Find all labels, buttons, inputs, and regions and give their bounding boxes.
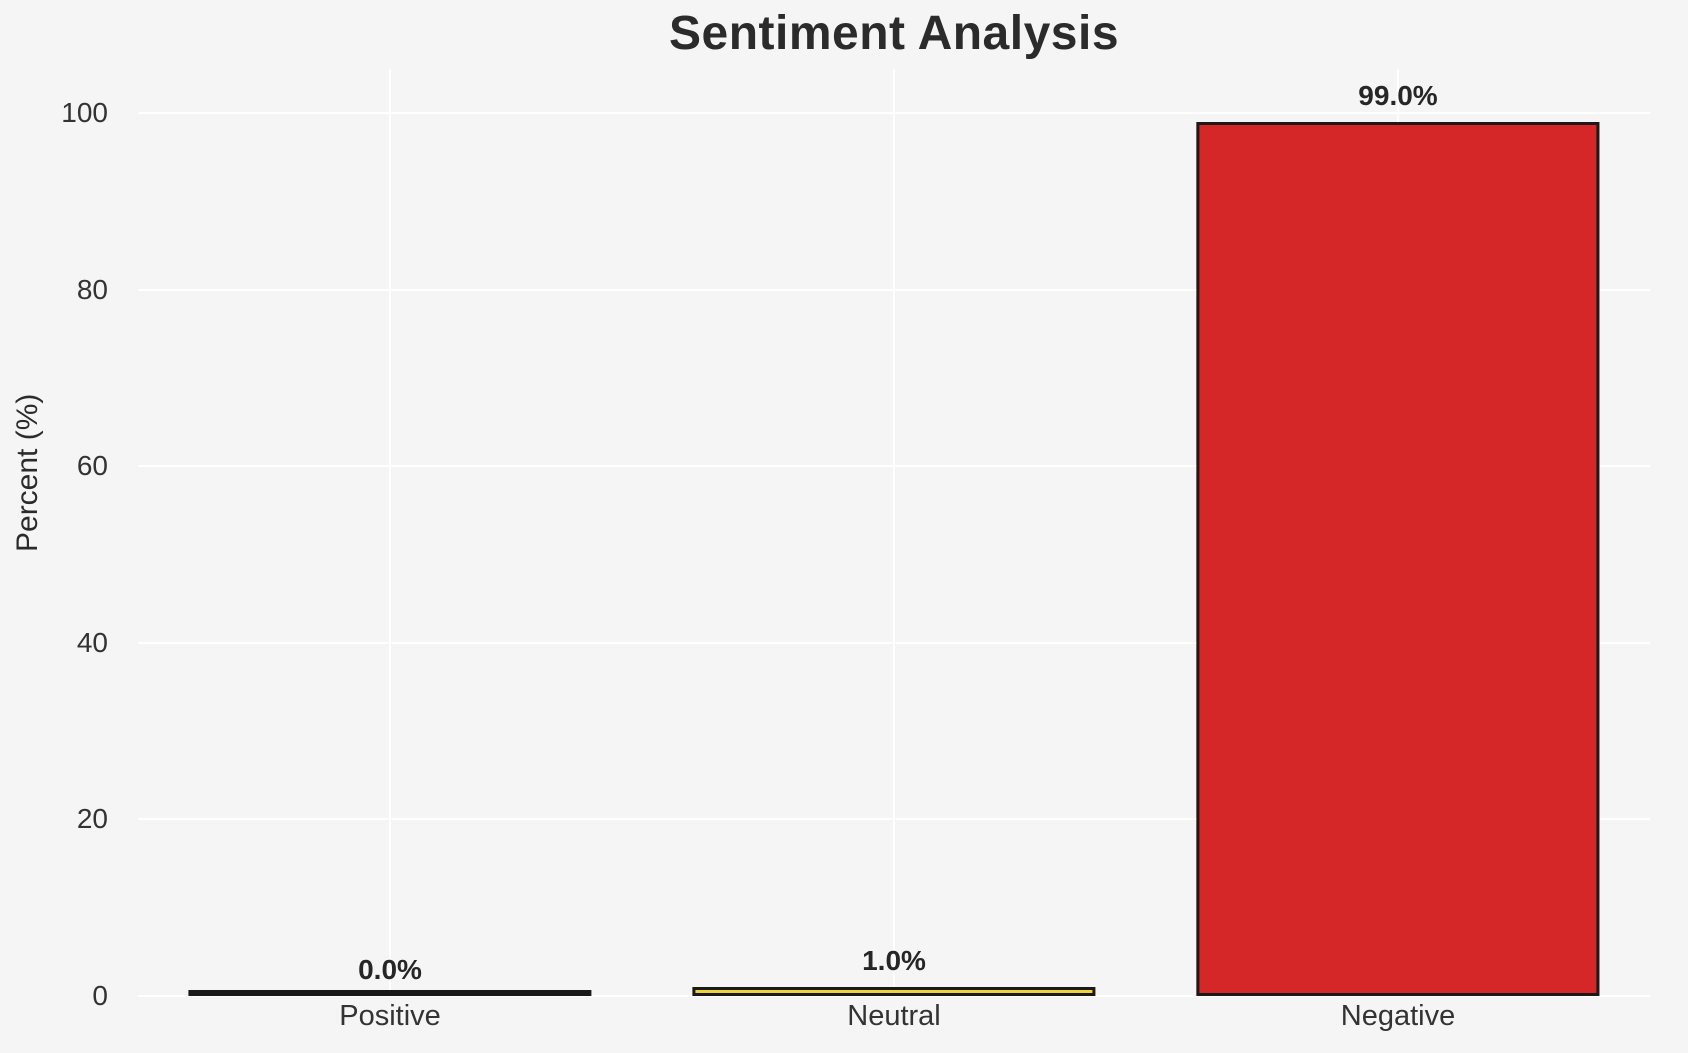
bar-negative xyxy=(1196,121,1600,996)
bar-positive xyxy=(188,990,592,996)
y-tick-label: 80 xyxy=(76,273,108,305)
y-tick-label: 20 xyxy=(76,803,108,835)
chart-title: Sentiment Analysis xyxy=(668,7,1120,60)
bar-value-label: 0.0% xyxy=(358,954,422,985)
y-axis-ticks: 0 20 40 60 80 100 xyxy=(0,69,108,1011)
x-tick-label-negative: Negative xyxy=(1340,1000,1456,1032)
bar-value-label: 1.0% xyxy=(862,945,926,977)
bar-neutral xyxy=(692,987,1096,996)
y-tick-label: 100 xyxy=(61,97,108,129)
x-axis-ticks: Positive Neutral Negative xyxy=(138,1000,1650,1040)
gridline-vertical xyxy=(893,69,895,996)
gridline-vertical xyxy=(389,69,391,996)
gridline-horizontal xyxy=(138,995,1650,997)
x-tick-label-neutral: Neutral xyxy=(847,1000,941,1032)
plot-area: 0.0% 1.0% 99.0% xyxy=(138,69,1650,997)
y-tick-label: 40 xyxy=(76,626,108,658)
bar-value-label: 99.0% xyxy=(1358,79,1438,111)
y-tick-label: 0 xyxy=(92,980,108,1011)
x-tick-label-positive: Positive xyxy=(339,1000,441,1032)
y-tick-label: 60 xyxy=(76,450,108,482)
